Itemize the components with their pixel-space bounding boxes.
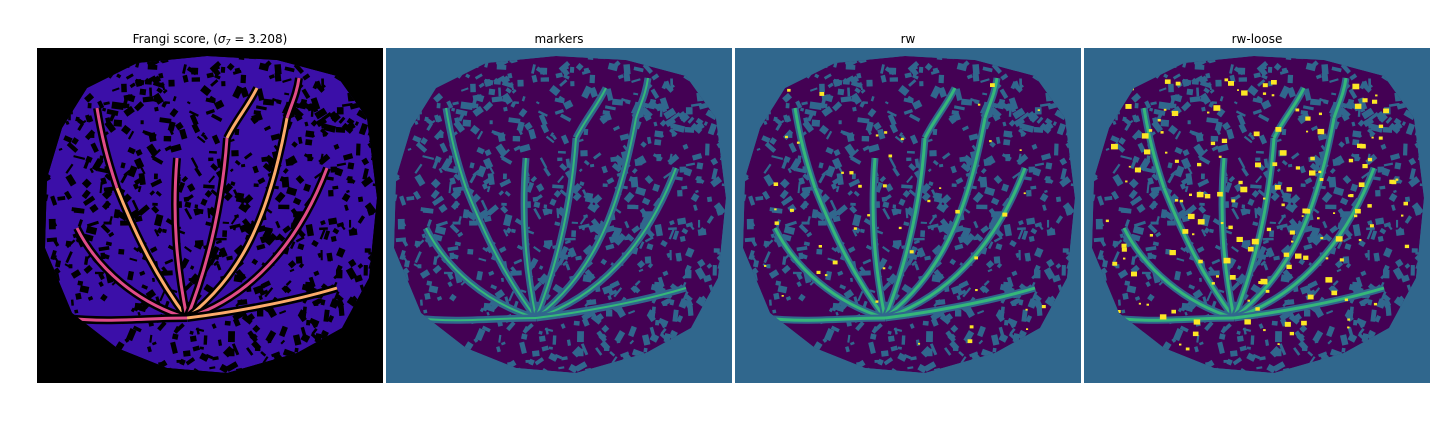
panel-svg [1084, 48, 1430, 383]
panel-svg [37, 48, 383, 383]
rw-loose-image [1084, 48, 1430, 383]
markers-title: markers [534, 32, 584, 46]
panel-svg [735, 48, 1081, 383]
panel-svg [386, 48, 732, 383]
title-sigma: σ [217, 32, 226, 46]
rw-image [735, 48, 1081, 383]
retina-region [45, 56, 377, 373]
markers-image [386, 48, 732, 383]
retina-region [394, 56, 726, 373]
frangi-score-title: Frangi score, (σ7 = 3.208) [37, 30, 383, 48]
rw-loose-title: rw-loose [1231, 32, 1283, 46]
title-suffix: = 3.208) [230, 32, 288, 46]
title-prefix: Frangi score, ( [132, 32, 218, 46]
frangi-score-image [37, 48, 383, 383]
title-subscript: 7 [225, 38, 231, 47]
rw-title: rw [900, 32, 916, 46]
